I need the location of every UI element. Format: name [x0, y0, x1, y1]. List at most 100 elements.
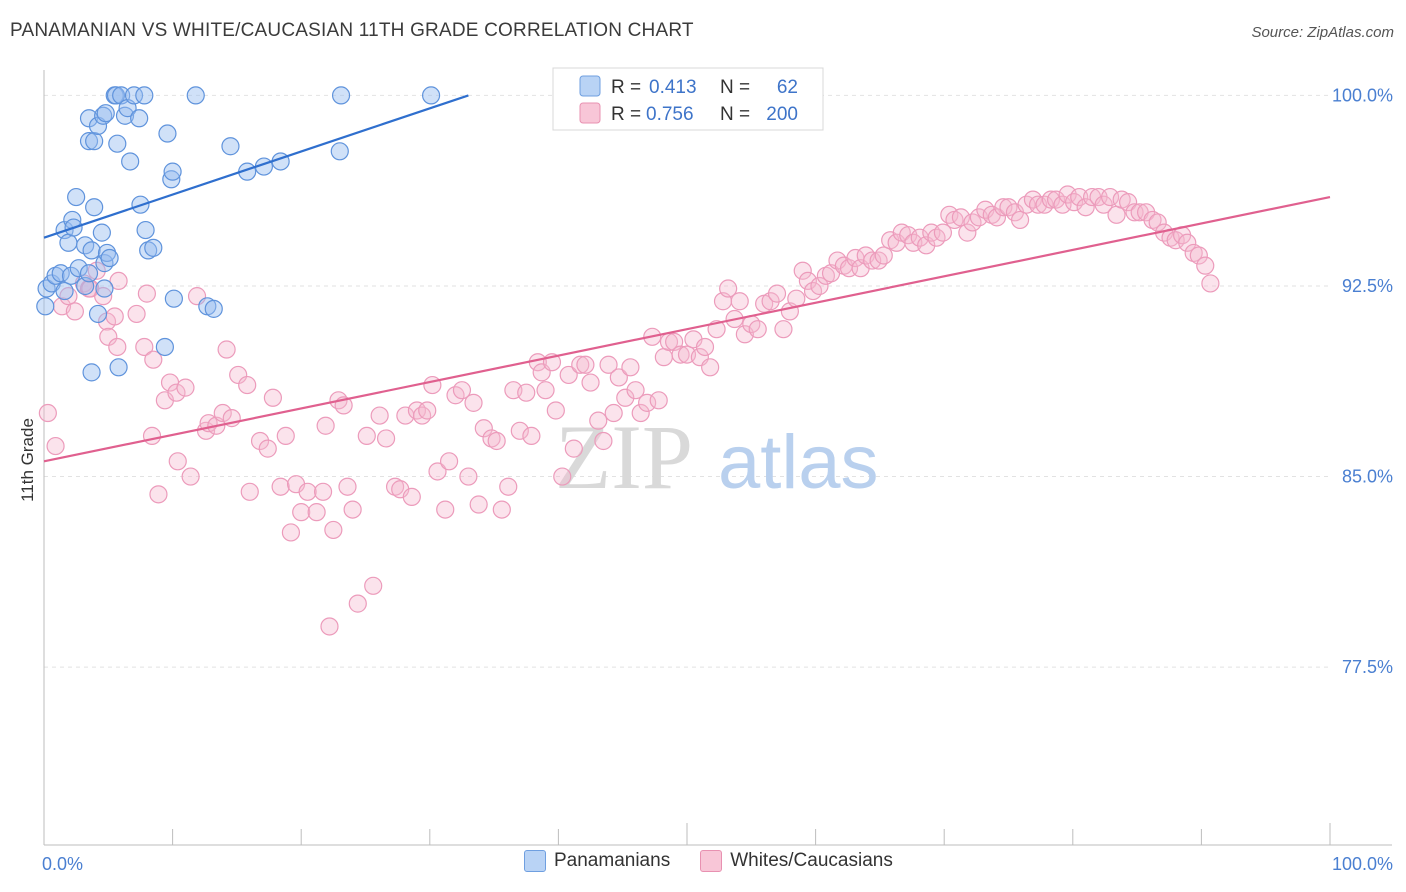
- panamanians-trend-line: [43, 94, 469, 239]
- white-caucasian-point: [1058, 185, 1077, 204]
- panamanian-point: [136, 220, 155, 240]
- legend-label-panamanians: Panamanians: [554, 850, 671, 871]
- y-tick-label: 92.5%: [1342, 276, 1393, 296]
- white-caucasian-point: [238, 375, 257, 395]
- white-caucasian-point: [385, 477, 405, 496]
- white-caucasian-point: [428, 462, 447, 481]
- white-caucasian-point: [571, 355, 590, 374]
- panamanian-point: [155, 337, 174, 357]
- white-caucasian-point: [407, 401, 427, 420]
- white-caucasian-point: [167, 383, 186, 402]
- chart-title: PANAMANIAN VS WHITE/CAUCASIAN 11TH GRADE…: [10, 20, 694, 41]
- panamanian-point: [135, 86, 154, 105]
- stats-swatch-blue: [579, 75, 601, 97]
- stats-n-label: N =: [720, 104, 750, 125]
- white-caucasian-point: [1148, 213, 1167, 232]
- white-caucasian-point: [1041, 190, 1061, 209]
- white-caucasian-point: [240, 482, 259, 501]
- white-caucasian-point: [459, 467, 478, 486]
- white-caucasian-point: [181, 467, 200, 486]
- white-caucasian-point: [276, 426, 295, 446]
- legend-swatch-blue: [524, 850, 546, 872]
- panamanian-point: [331, 86, 351, 105]
- white-caucasian-point: [176, 378, 195, 397]
- panamanian-point: [106, 86, 126, 105]
- white-caucasian-point: [94, 287, 113, 306]
- white-caucasian-point: [810, 276, 829, 296]
- panamanian-point: [186, 86, 205, 105]
- panamanian-point: [97, 243, 117, 263]
- panamanian-point: [37, 279, 56, 298]
- panamanian-point: [69, 259, 88, 278]
- white-caucasian-point: [793, 261, 812, 280]
- source-label: Source: ZipAtlas.com: [1251, 24, 1394, 41]
- white-caucasian-point: [553, 467, 572, 486]
- white-caucasian-point: [510, 421, 529, 440]
- panamanian-point: [109, 358, 128, 377]
- white-caucasian-point: [281, 523, 301, 542]
- white-caucasian-point: [499, 477, 518, 496]
- white-caucasian-point: [217, 340, 236, 359]
- white-caucasian-point: [564, 439, 583, 458]
- white-caucasian-point: [1010, 210, 1030, 230]
- white-caucasian-point: [604, 403, 623, 423]
- panamanian-point: [139, 241, 158, 260]
- white-caucasian-point: [127, 304, 146, 324]
- white-caucasian-point: [869, 251, 888, 270]
- white-caucasian-point: [798, 271, 817, 291]
- panamanian-point: [144, 238, 163, 257]
- panamanian-point: [79, 264, 99, 283]
- white-caucasian-point: [987, 208, 1007, 227]
- white-caucasian-point: [418, 401, 437, 420]
- white-caucasian-point: [517, 383, 536, 402]
- watermark-atlas: atlas: [718, 420, 879, 505]
- panamanian-point: [96, 104, 115, 123]
- panamanian-point: [108, 134, 127, 153]
- panamanian-point: [100, 248, 119, 268]
- white-caucasian-point: [546, 401, 565, 420]
- whites-caucasians-trend-line: [43, 195, 1331, 463]
- stats-r-label: R =: [611, 104, 641, 125]
- white-caucasian-point: [105, 307, 124, 326]
- white-caucasian-point: [1201, 274, 1220, 293]
- white-caucasian-point: [1118, 193, 1138, 212]
- stats-n-label: N =: [720, 77, 750, 98]
- white-caucasian-point: [649, 391, 668, 410]
- white-caucasian-point: [357, 426, 376, 446]
- white-caucasian-point: [1064, 193, 1084, 212]
- white-caucasian-point: [1184, 243, 1203, 263]
- white-caucasian-point: [316, 416, 335, 435]
- white-caucasian-point: [951, 208, 971, 227]
- white-caucasian-point: [412, 406, 432, 425]
- white-caucasian-point: [621, 358, 640, 377]
- series-panamanians: [36, 86, 589, 382]
- white-caucasian-point: [137, 284, 156, 303]
- white-caucasian-point: [1100, 187, 1120, 207]
- panamanian-point: [88, 304, 108, 324]
- panamanian-point: [79, 132, 99, 151]
- panamanian-point: [61, 266, 81, 285]
- white-caucasian-point: [816, 266, 835, 285]
- white-caucasian-point: [474, 419, 493, 438]
- white-caucasian-point: [46, 436, 65, 456]
- white-caucasian-point: [464, 393, 483, 412]
- white-caucasian-point: [940, 205, 959, 224]
- white-caucasian-point: [1070, 187, 1089, 207]
- white-caucasian-point: [626, 381, 645, 400]
- white-caucasian-point: [487, 431, 506, 451]
- white-caucasian-point: [522, 426, 541, 446]
- panamanian-point: [67, 187, 86, 207]
- white-caucasian-point: [149, 485, 168, 504]
- white-caucasian-point: [108, 337, 127, 357]
- stats-n-value: 62: [777, 77, 798, 98]
- white-caucasian-point: [1053, 195, 1072, 214]
- panamanian-point: [130, 109, 149, 128]
- panamanian-point: [82, 363, 101, 382]
- watermark-zip: ZIP: [555, 406, 693, 508]
- white-caucasian-point: [370, 406, 389, 425]
- white-caucasian-point: [748, 320, 767, 339]
- white-caucasian-point: [730, 292, 749, 311]
- panamanian-point: [85, 132, 104, 151]
- panamanian-point: [330, 142, 349, 161]
- white-caucasian-point: [1094, 195, 1113, 214]
